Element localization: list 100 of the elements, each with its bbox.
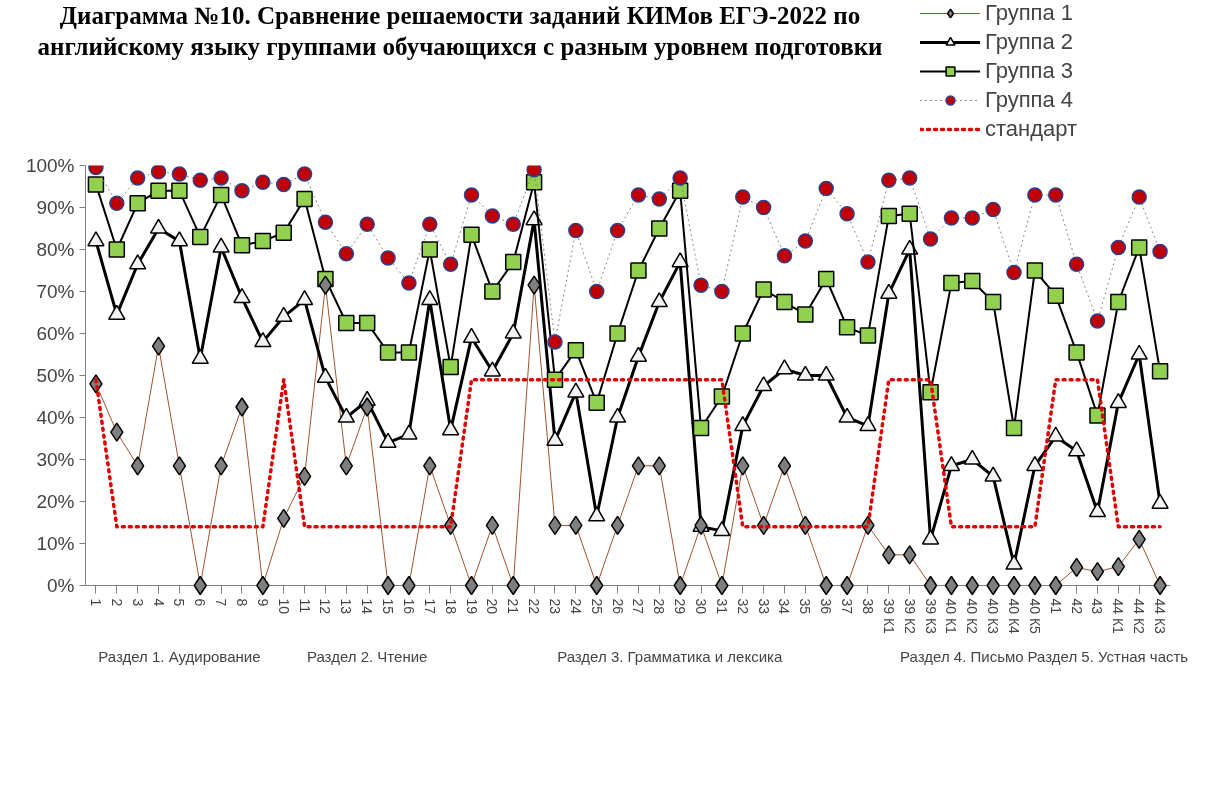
x-tick-label: 40 К4: [1006, 598, 1023, 635]
text: Раздел 5. Устная часть: [1027, 647, 1189, 665]
x-tick-label: 24: [567, 598, 584, 615]
point: [630, 262, 647, 279]
y-tick-label: 0%: [47, 575, 75, 596]
point: [588, 283, 605, 300]
x-tick-label: 13: [338, 598, 355, 615]
point: [338, 245, 355, 262]
point: [1131, 189, 1147, 205]
x-tick-label: 11: [296, 598, 313, 614]
point: [776, 248, 793, 264]
point: [110, 422, 124, 442]
point: [129, 195, 146, 212]
point: [379, 344, 397, 361]
x-tick-label: 35: [797, 598, 814, 615]
chart-title: Диаграмма №10. Сравнение решаемости заданий КИМов ЕГЭ-2022 по английскому языку группами обучающихся с разным уровнем подготовки: [36, 1, 884, 62]
point: [943, 210, 960, 226]
point: [776, 293, 793, 311]
point: [485, 515, 500, 536]
point: [1068, 344, 1085, 361]
x-tick-label: 32: [734, 598, 751, 615]
y-tick-label: 50%: [36, 365, 75, 386]
x-tick-label: 16: [400, 598, 417, 615]
point: [464, 575, 479, 596]
x-tick-label: 15: [380, 598, 397, 615]
point: [777, 456, 792, 476]
point: [526, 165, 542, 178]
point: [692, 419, 710, 437]
x-tick-label: 22: [526, 598, 543, 615]
point: [965, 575, 980, 596]
point: [360, 397, 374, 417]
point: [1151, 363, 1169, 380]
point: [736, 456, 750, 476]
point: [1026, 262, 1044, 279]
point: [421, 241, 439, 258]
point: [400, 344, 418, 361]
point: [631, 456, 646, 476]
point: [1027, 187, 1043, 203]
point: [652, 456, 667, 476]
x-tick-label: 3: [129, 598, 146, 607]
point: [944, 575, 959, 596]
x-tick-label: 17: [421, 598, 438, 615]
point: [87, 176, 105, 193]
point: [235, 397, 249, 417]
point: [338, 314, 355, 332]
point: [1130, 239, 1148, 256]
point: [442, 256, 459, 272]
y-tick-label: 80%: [36, 239, 75, 260]
point: [339, 456, 354, 476]
x-tick-label: 41: [1047, 598, 1064, 615]
point: [734, 325, 752, 342]
point: [297, 466, 312, 487]
legend-label: стандарт: [985, 116, 1078, 142]
point: [630, 187, 647, 203]
point: [192, 172, 209, 188]
x-tick-label: 33: [755, 598, 772, 615]
x-tick-label: 44 К1: [1110, 598, 1127, 635]
x-tick-label: 39 К1: [880, 598, 897, 635]
x-tick-label: 27: [630, 598, 647, 615]
point: [1005, 419, 1023, 437]
point: [527, 275, 541, 295]
point: [296, 166, 313, 182]
point: [193, 575, 208, 596]
x-tick-label: 1: [87, 598, 104, 607]
legend-label: Группа 3: [985, 58, 1074, 84]
point: [901, 170, 918, 186]
x-tick-label: 6: [192, 598, 209, 607]
point: [442, 358, 459, 376]
point: [693, 277, 709, 293]
point: [547, 334, 563, 350]
point: [589, 575, 604, 596]
x-tick-label: 36: [818, 598, 835, 615]
x-tick-label: 43: [1089, 598, 1106, 615]
text: Раздел 2. Чтение: [306, 647, 428, 665]
point: [317, 214, 334, 230]
point: [610, 515, 625, 536]
x-tick-label: 8: [233, 598, 250, 607]
point: [108, 241, 126, 258]
point: [130, 456, 145, 476]
point: [609, 222, 626, 239]
x-tick-label: 29: [672, 598, 689, 615]
point: [860, 254, 876, 270]
point: [504, 253, 522, 271]
y-tick-label: 100%: [25, 155, 75, 176]
x-tick-label: 19: [463, 598, 480, 615]
y-tick-label: 70%: [36, 281, 75, 302]
x-tick-label: 42: [1068, 598, 1085, 615]
point: [484, 283, 501, 300]
point: [150, 182, 167, 199]
point: [1047, 287, 1064, 304]
point: [171, 182, 188, 199]
point: [1089, 313, 1106, 329]
x-tick-label: 37: [839, 598, 856, 615]
x-tick-label: 40 К2: [964, 598, 981, 635]
point: [129, 170, 146, 186]
point: [943, 274, 960, 292]
text: Раздел 1. Аудирование: [98, 647, 261, 665]
point: [651, 220, 668, 237]
point: [255, 174, 271, 191]
point: [985, 201, 1001, 218]
